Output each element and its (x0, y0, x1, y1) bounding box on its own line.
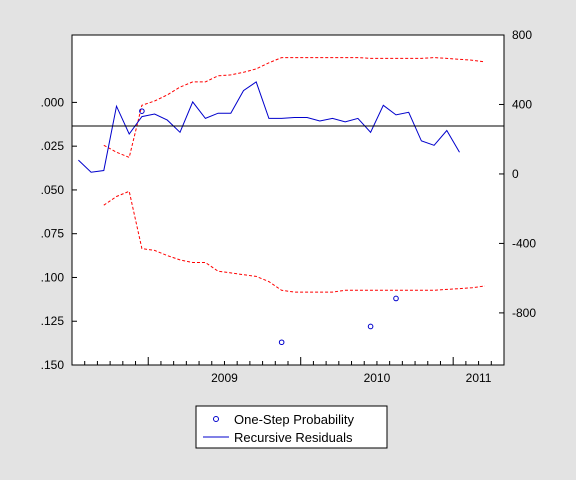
residual-line-layer (78, 81, 460, 173)
probability-point (367, 323, 374, 330)
upper-band-line (103, 57, 485, 159)
plot-area (71, 34, 505, 366)
left-axis-tick-label: .150 (41, 358, 65, 372)
residual-series-line (78, 81, 460, 173)
probability-point (278, 339, 285, 346)
probability-point (393, 295, 399, 302)
left-axis-tick-label: .000 (41, 95, 65, 109)
probability-markers (139, 108, 399, 346)
legend-label-probability: One-Step Probability (234, 412, 354, 427)
x-axis: 2009 2010 2011 (71, 357, 492, 385)
right-axis-tick-label: 400 (512, 97, 532, 111)
legend-marker-icon (213, 416, 219, 422)
left-axis-tick-label: .025 (41, 139, 65, 153)
left-axis-tick-label: .100 (41, 270, 65, 284)
left-axis-tick-label: .050 (41, 183, 65, 197)
right-axis-tick-label: -400 (512, 236, 536, 250)
left-axis-tick-label: .125 (41, 314, 65, 328)
confidence-bands (103, 57, 485, 293)
right-axis-tick-label: 0 (512, 167, 519, 181)
x-axis-tick-label: 2009 (211, 371, 238, 385)
probability-point (139, 108, 145, 114)
legend-box (195, 405, 388, 449)
left-axis-tick-label: .075 (41, 227, 65, 241)
lower-band-line (103, 190, 485, 293)
right-axis-tick-label: -800 (512, 306, 536, 320)
left-axis: .000 .025 .050 .075 .100 .125 .150 (41, 95, 77, 372)
x-axis-tick-label: 2010 (364, 371, 391, 385)
x-axis-tick-label: 2011 (466, 371, 492, 385)
legend: One-Step Probability Recursive Residuals (195, 405, 388, 449)
legend-label-residuals: Recursive Residuals (234, 430, 353, 445)
right-axis-tick-label: 800 (512, 28, 532, 42)
right-axis: 800 400 0 -400 -800 (499, 28, 536, 320)
